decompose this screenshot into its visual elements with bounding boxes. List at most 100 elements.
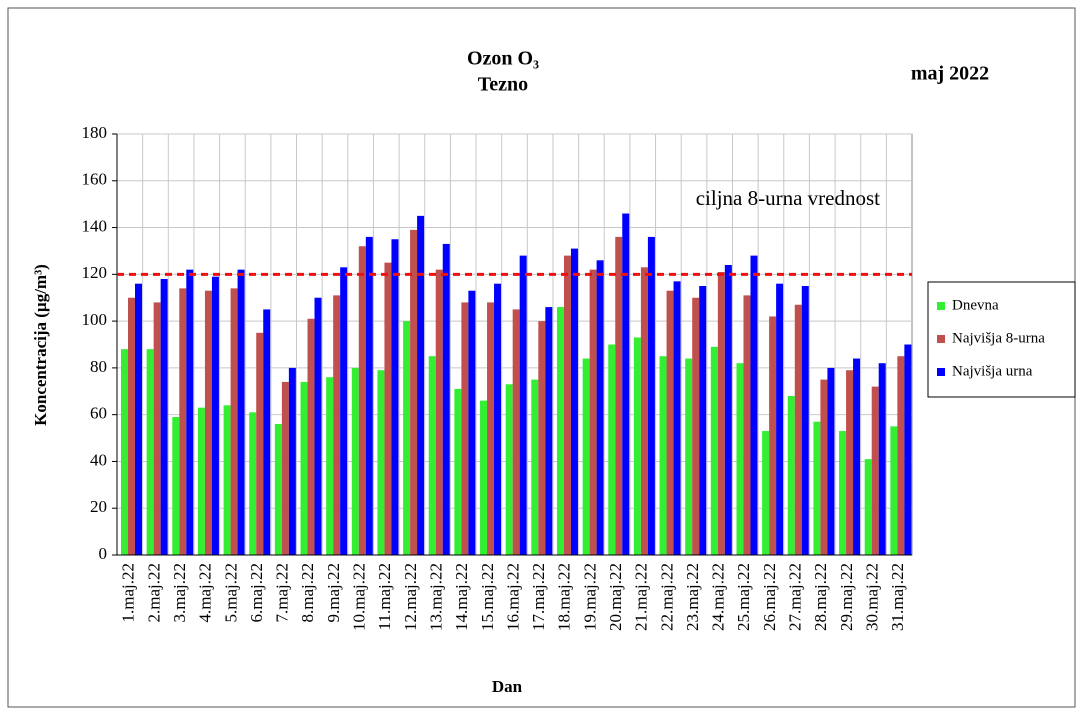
bar (197, 407, 205, 555)
x-tick-label: 18.maj.22 (555, 563, 574, 631)
bar (358, 246, 366, 555)
x-tick-label: 30.maj.22 (862, 563, 881, 631)
bar (685, 358, 693, 555)
x-tick-label: 19.maj.22 (580, 563, 599, 631)
bar (384, 262, 392, 555)
bar (640, 267, 648, 555)
x-tick-label: 12.maj.22 (401, 563, 420, 631)
bar (659, 356, 667, 555)
x-tick-label: 9.maj.22 (324, 563, 343, 623)
x-axis-title: Dan (492, 677, 523, 696)
x-tick-label: 13.maj.22 (426, 563, 445, 631)
bar (494, 283, 502, 555)
bar (204, 290, 212, 555)
bar (846, 370, 854, 555)
bar (582, 358, 590, 555)
bar (589, 269, 597, 555)
bar (692, 297, 700, 555)
bar (563, 255, 571, 555)
x-tick-label: 3.maj.22 (170, 563, 189, 623)
x-tick-label: 5.maj.22 (221, 563, 240, 623)
bar (622, 213, 630, 555)
x-tick-label: 31.maj.22 (888, 563, 907, 631)
bar (724, 264, 732, 555)
bar (596, 260, 604, 555)
y-tick-label: 120 (82, 263, 108, 282)
y-tick-label: 100 (82, 310, 108, 329)
bar (750, 255, 758, 555)
x-tick-label: 8.maj.22 (298, 563, 317, 623)
y-tick-label: 160 (82, 170, 108, 189)
bar (377, 370, 385, 555)
bar (820, 379, 828, 555)
y-tick-label: 40 (90, 450, 107, 469)
chart-subtitle: Tezno (478, 74, 528, 96)
bar (468, 290, 476, 555)
bar (512, 309, 520, 555)
bar (274, 424, 282, 555)
bar (666, 290, 674, 555)
bar (263, 309, 271, 555)
bar (128, 297, 135, 555)
legend-swatch (937, 302, 945, 310)
y-tick-label: 140 (82, 216, 108, 235)
bar (736, 363, 744, 555)
bar (391, 239, 399, 555)
legend (927, 281, 1076, 398)
bar (570, 248, 578, 555)
bar (480, 400, 488, 555)
bar (647, 236, 655, 555)
x-tick-label: 14.maj.22 (452, 563, 471, 631)
bar (801, 286, 809, 555)
bar (545, 307, 553, 555)
bar (505, 384, 513, 555)
bar (827, 367, 835, 555)
x-tick-label: 17.maj.22 (529, 563, 548, 631)
bar (160, 279, 168, 555)
bar (428, 356, 436, 555)
bar (256, 332, 264, 555)
bar (179, 288, 187, 555)
bar (717, 271, 725, 555)
bar (871, 386, 879, 555)
bar (135, 283, 142, 555)
x-tick-label: 15.maj.22 (478, 563, 497, 631)
bar (787, 395, 795, 555)
bar (230, 288, 238, 555)
bar (461, 302, 469, 555)
bar (633, 337, 641, 555)
x-tick-label: 24.maj.22 (709, 563, 728, 631)
bar (211, 276, 219, 555)
x-tick-label: 25.maj.22 (734, 563, 753, 631)
bar (223, 405, 231, 555)
bar (487, 302, 495, 555)
bar (813, 421, 821, 555)
bar (853, 358, 861, 555)
y-tick-label: 180 (82, 123, 108, 142)
bar (615, 236, 623, 555)
bar (146, 349, 154, 555)
bar (556, 307, 564, 555)
y-tick-label: 80 (90, 357, 107, 376)
bar (153, 302, 161, 555)
bar (762, 431, 770, 555)
x-tick-label: 27.maj.22 (786, 563, 805, 631)
reference-label: ciljna 8-urna vrednost (696, 186, 880, 210)
bar (699, 286, 707, 555)
legend-label: Najvišja urna (952, 363, 1033, 379)
bar (519, 255, 527, 555)
x-tick-label: 20.maj.22 (606, 563, 625, 631)
bar (864, 459, 872, 555)
bar (121, 349, 128, 555)
x-tick-label: 6.maj.22 (247, 563, 266, 623)
y-tick-label: 0 (99, 544, 108, 563)
bar (172, 417, 180, 555)
bar (307, 318, 315, 555)
bar (776, 283, 784, 555)
bar (249, 412, 257, 555)
period: maj 2022 (911, 63, 989, 85)
legend-label: Dnevna (952, 297, 999, 313)
bar (340, 267, 348, 555)
x-tick-label: 11.maj.22 (375, 563, 394, 630)
bar (237, 269, 245, 555)
